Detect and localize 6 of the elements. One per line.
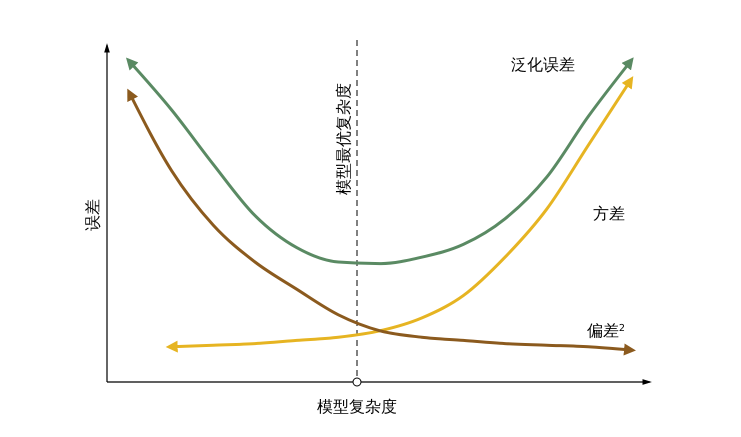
text: 泛化误差 (511, 55, 575, 74)
x-axis-title: 模型复杂度 (317, 397, 397, 416)
series-label: 偏差$^{2}$ (586, 321, 625, 340)
text: 方差 (593, 204, 625, 224)
y-axis-title: 误差 (83, 199, 102, 231)
annotation: 模型最优复杂度 (334, 83, 353, 195)
